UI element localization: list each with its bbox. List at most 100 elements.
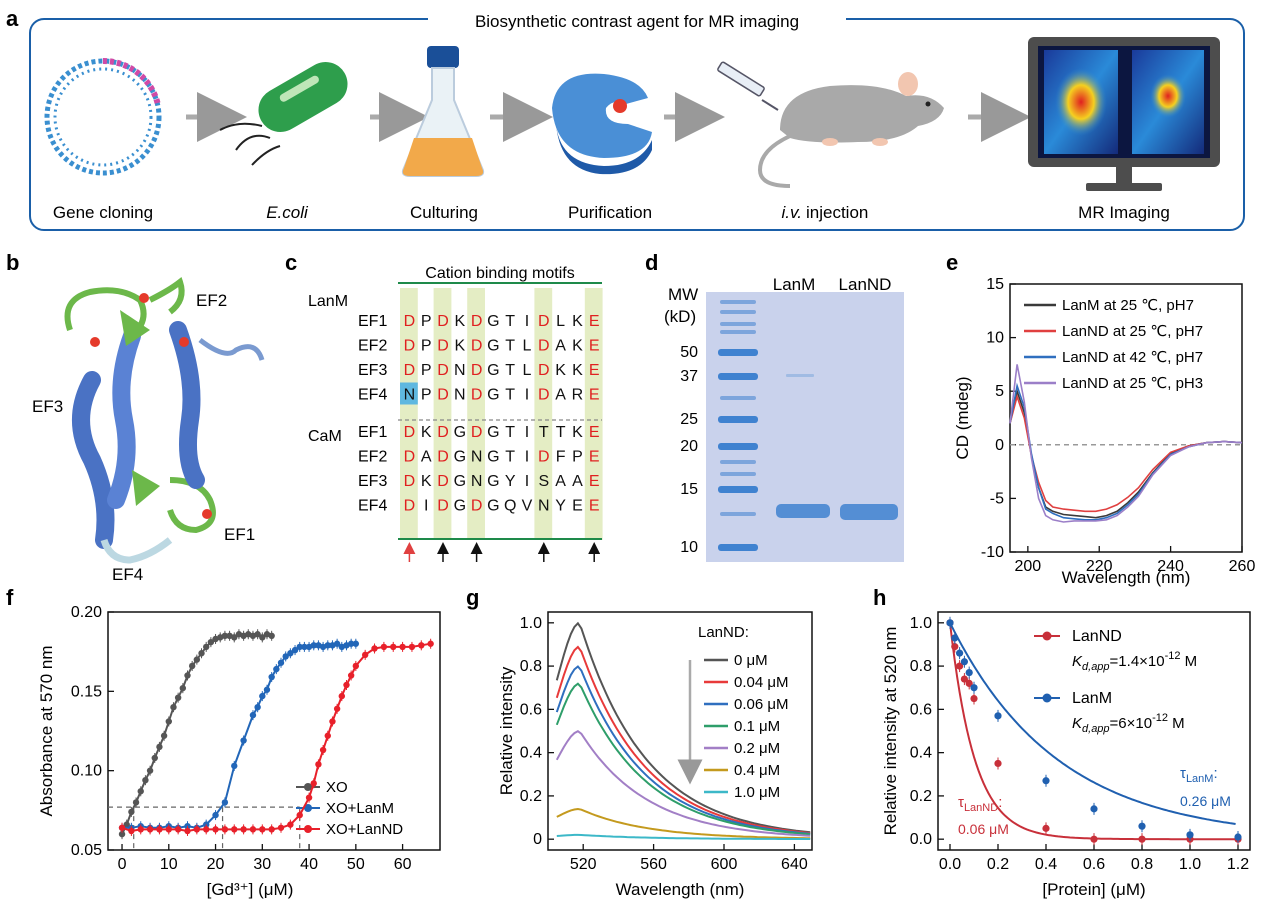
residue: G — [487, 362, 499, 379]
mw-label: MW — [668, 285, 698, 304]
data-point — [338, 692, 346, 700]
metal-ion — [179, 337, 189, 347]
legend-label: XO+LanND — [326, 821, 403, 838]
data-point — [123, 821, 130, 828]
residue: D — [471, 498, 483, 515]
residue: E — [572, 498, 583, 515]
y-tick-label: 0.05 — [71, 842, 102, 859]
x-tick-label: 40 — [300, 856, 318, 873]
residue: Q — [504, 498, 516, 515]
data-point — [319, 746, 327, 754]
ladder-band — [720, 322, 756, 326]
panel-label-d: d — [645, 250, 658, 275]
data-point — [301, 643, 308, 651]
ecoli-icon — [219, 62, 348, 166]
legend-marker — [1042, 693, 1052, 703]
residue: E — [589, 498, 600, 515]
data-point — [263, 686, 271, 693]
data-point — [1138, 835, 1146, 843]
ladder-band — [720, 512, 756, 516]
data-point — [380, 643, 388, 651]
data-point — [146, 767, 154, 774]
data-point — [254, 631, 261, 638]
y-tick-label: 5 — [995, 383, 1004, 400]
legend-label: LanM at 25 ℃, pH7 — [1062, 297, 1194, 314]
y-tick-label: 0.20 — [71, 604, 102, 621]
ef-row-label: EF3 — [358, 473, 387, 490]
residue: G — [454, 424, 466, 441]
residue: D — [437, 498, 449, 515]
kd-symbol: K — [1072, 715, 1083, 732]
x-tick-label: 20 — [207, 856, 225, 873]
data-point — [427, 640, 434, 647]
residue: I — [424, 498, 428, 515]
series-line — [1009, 393, 1243, 513]
spectrum-line — [555, 645, 811, 835]
data-point — [1234, 833, 1242, 841]
data-point — [361, 651, 369, 659]
legend-label: 0 μM — [734, 652, 768, 669]
ladder-band — [718, 416, 758, 423]
data-point — [268, 632, 275, 639]
data-point — [128, 808, 135, 816]
data-point — [352, 640, 360, 647]
residue: S — [538, 473, 549, 490]
x-tick-label: 200 — [1014, 558, 1041, 575]
ef-row-label: EF1 — [358, 313, 387, 330]
legend-label: 0.4 μM — [734, 762, 780, 779]
data-point — [291, 646, 299, 654]
data-point — [960, 675, 969, 683]
data-point — [221, 799, 229, 806]
data-point — [132, 799, 140, 806]
data-point — [240, 826, 247, 833]
ef-helix-segment — [120, 310, 150, 346]
mw-marker-label: 10 — [680, 539, 698, 556]
data-point — [324, 732, 331, 739]
data-point — [188, 662, 196, 670]
residue: T — [505, 424, 515, 441]
residue: T — [505, 362, 515, 379]
tau-part: τ — [958, 794, 964, 811]
ladder-band — [720, 472, 756, 476]
band-lannd — [840, 504, 898, 520]
data-point — [371, 645, 378, 652]
mw-marker-label: 37 — [680, 368, 698, 385]
y-axis-label: CD (mdeg) — [953, 376, 972, 459]
residue: D — [471, 338, 483, 355]
metal-ion — [90, 337, 100, 347]
data-point — [277, 824, 285, 831]
data-point — [965, 668, 973, 677]
label-ef1: EF1 — [224, 525, 255, 544]
motif-column — [467, 288, 485, 540]
data-point — [231, 634, 238, 641]
data-point — [399, 643, 406, 651]
tau-part: : — [1213, 765, 1217, 782]
residue: N — [454, 387, 466, 404]
data-point — [156, 826, 163, 833]
residue: T — [539, 424, 549, 441]
protein-structure — [64, 276, 265, 564]
fit-curve — [949, 622, 1236, 825]
mw-marker-label: 25 — [680, 411, 698, 428]
x-tick-label: 0.8 — [1131, 856, 1153, 873]
data-point — [408, 643, 416, 651]
data-point — [156, 743, 163, 751]
step-purification: Purification — [568, 203, 652, 222]
kd-annotation: Kd,app=1.4×10-12 M — [1072, 650, 1197, 673]
kd-unit: M — [1168, 715, 1185, 732]
ladder-band — [720, 396, 756, 400]
loop-ef3 — [64, 287, 147, 339]
residue: N — [471, 449, 483, 466]
kd-exponent: -12 — [1152, 712, 1168, 724]
residue: E — [589, 387, 600, 404]
tau-value: 0.26 μM — [1180, 793, 1231, 809]
helix — [169, 321, 205, 489]
plot-frame — [107, 611, 441, 851]
residue: D — [437, 473, 449, 490]
y-axis-label: Relative intensity at 520 nm — [881, 627, 900, 836]
data-point — [240, 737, 247, 744]
residue: G — [487, 313, 499, 330]
residue: D — [437, 424, 449, 441]
residue: K — [454, 338, 465, 355]
residue: G — [454, 498, 466, 515]
